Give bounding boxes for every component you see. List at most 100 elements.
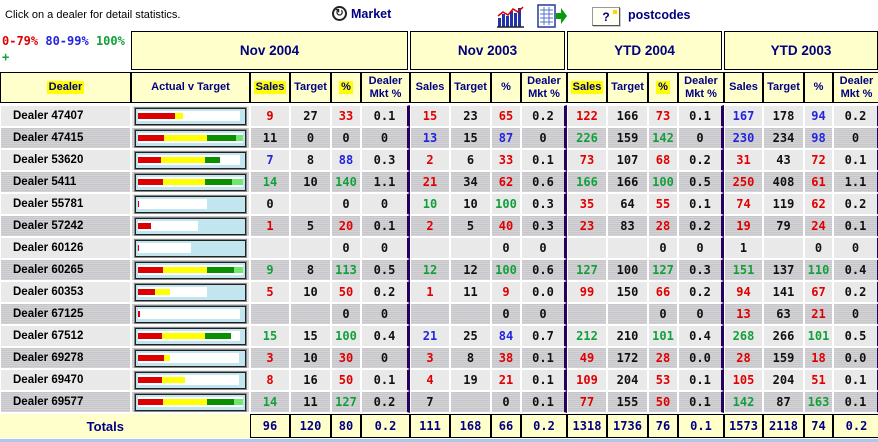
cell-sales: 13 [724, 303, 763, 325]
dealer-row-link[interactable]: Dealer 69470 [0, 369, 131, 391]
col-header-target-ytd2003[interactable]: Target [763, 72, 804, 103]
col-header-sales-ytd2004[interactable]: Sales [567, 72, 607, 103]
total-sales: 96 [250, 414, 290, 438]
cell-target: 15 [450, 127, 491, 149]
bar-segment-yellow [163, 399, 208, 405]
cell-mkt: 0 [361, 193, 410, 215]
col-header-pct-nov2003[interactable]: % [491, 72, 521, 103]
dealer-row-link[interactable]: Dealer 5411 [0, 171, 131, 193]
bar-gauge [135, 327, 246, 345]
cell-mkt: 0 [833, 303, 878, 325]
cell-sales: 7 [250, 149, 290, 171]
cell-mkt: 0.5 [361, 259, 410, 281]
dealer-row-link[interactable]: Dealer 53620 [0, 149, 131, 171]
cell-sales: 9 [250, 105, 290, 127]
cell-target: 10 [450, 193, 491, 215]
col-header-mkt-nov2003[interactable]: Dealer Mkt % [521, 72, 567, 103]
bar-fill [138, 223, 198, 229]
cell-pct: 72 [804, 149, 833, 171]
cell-target: 159 [763, 347, 804, 369]
col-header-pct-ytd2003[interactable]: % [804, 72, 833, 103]
group-header-nov-2003: Nov 2003 [410, 31, 565, 70]
col-header-target-nov2003[interactable]: Target [450, 72, 491, 103]
col-header-target-nov2004[interactable]: Target [290, 72, 331, 103]
dealer-row-link[interactable]: Dealer 69577 [0, 391, 131, 413]
cell-pct: 0 [331, 127, 361, 149]
cell-sales: 0 [250, 193, 290, 215]
bar-track [138, 287, 208, 297]
cell-sales: 166 [567, 171, 607, 193]
dealer-row-link[interactable]: Dealer 47407 [0, 105, 131, 127]
bar-segment-red [138, 245, 140, 251]
cell-mkt: 0.3 [678, 259, 724, 281]
dealer-row-link[interactable]: Dealer 60265 [0, 259, 131, 281]
bar-chart-icon[interactable] [497, 4, 524, 31]
cell-target: 159 [607, 127, 648, 149]
dealer-row-link[interactable]: Dealer 60353 [0, 281, 131, 303]
cell-mkt: 0.2 [361, 281, 410, 303]
actual-vs-target-bar [131, 259, 250, 281]
column-header-row: Dealer Actual v Target Sales Target % De… [0, 72, 878, 103]
col-header-sales-ytd2003[interactable]: Sales [724, 72, 763, 103]
bar-segment-yellow [162, 377, 186, 383]
cell-sales: 21 [410, 171, 450, 193]
cell-mkt: 0.1 [678, 193, 724, 215]
col-header-mkt-ytd2003[interactable]: Dealer Mkt % [833, 72, 878, 103]
cell-mkt: 0.1 [361, 105, 410, 127]
col-header-mkt-nov2004[interactable]: Dealer Mkt % [361, 72, 410, 103]
total-pct: 80 [331, 414, 361, 438]
bar-segment-green [207, 135, 236, 141]
dealer-row-link[interactable]: Dealer 67512 [0, 325, 131, 347]
cell-mkt: 0.0 [833, 347, 878, 369]
col-header-dealer[interactable]: Dealer [0, 72, 131, 103]
cell-sales: 105 [724, 369, 763, 391]
col-header-pct-ytd2004[interactable]: % [648, 72, 678, 103]
cell-pct: 62 [804, 193, 833, 215]
cell-pct: 84 [491, 325, 521, 347]
dealer-row-link[interactable]: Dealer 57242 [0, 215, 131, 237]
market-toggle[interactable]: ↻ Market [332, 6, 391, 21]
cell-sales: 19 [724, 215, 763, 237]
cell-mkt: 0.6 [521, 259, 567, 281]
bar-fill [138, 355, 239, 361]
cell-sales [410, 237, 450, 259]
col-header-target-ytd2004[interactable]: Target [607, 72, 648, 103]
cell-pct: 21 [804, 303, 833, 325]
bar-track [138, 155, 240, 165]
col-header-sales-nov2003[interactable]: Sales [410, 72, 450, 103]
bar-segment-yellow [154, 289, 170, 295]
cell-target: 23 [450, 105, 491, 127]
cell-target: 8 [290, 149, 331, 171]
col-header-pct-nov2004[interactable]: % [331, 72, 361, 103]
dealer-row-link[interactable]: Dealer 67125 [0, 303, 131, 325]
cell-pct: 98 [804, 127, 833, 149]
bar-segment-red [138, 267, 164, 273]
cell-mkt: 0.0 [678, 347, 724, 369]
dealer-row-link[interactable]: Dealer 55781 [0, 193, 131, 215]
cell-mkt: 0.3 [361, 149, 410, 171]
cell-pct: 101 [804, 325, 833, 347]
col-header-sales-nov2004[interactable]: Sales [250, 72, 290, 103]
total-pct: 74 [804, 414, 833, 438]
cell-pct: 24 [804, 215, 833, 237]
postcodes-link[interactable]: postcodes [628, 8, 691, 22]
cell-target: 87 [763, 391, 804, 413]
cell-target: 150 [607, 281, 648, 303]
bar-segment-red [138, 377, 163, 383]
col-header-mkt-ytd2004[interactable]: Dealer Mkt % [678, 72, 724, 103]
dealer-row-link[interactable]: Dealer 60126 [0, 237, 131, 259]
help-dot-icon [613, 10, 617, 14]
cell-target: 119 [763, 193, 804, 215]
export-table-icon[interactable] [536, 4, 568, 31]
cell-mkt: 0.2 [521, 105, 567, 127]
dealer-row-link[interactable]: Dealer 69278 [0, 347, 131, 369]
cell-sales: 14 [250, 171, 290, 193]
actual-vs-target-bar [131, 127, 250, 149]
cell-sales: 1 [250, 215, 290, 237]
cell-target: 6 [450, 149, 491, 171]
help-button[interactable]: ? [592, 7, 620, 26]
dealer-row-link[interactable]: Dealer 47415 [0, 127, 131, 149]
cell-mkt: 0 [833, 127, 878, 149]
bar-fill [138, 377, 239, 383]
cell-target: 141 [763, 281, 804, 303]
